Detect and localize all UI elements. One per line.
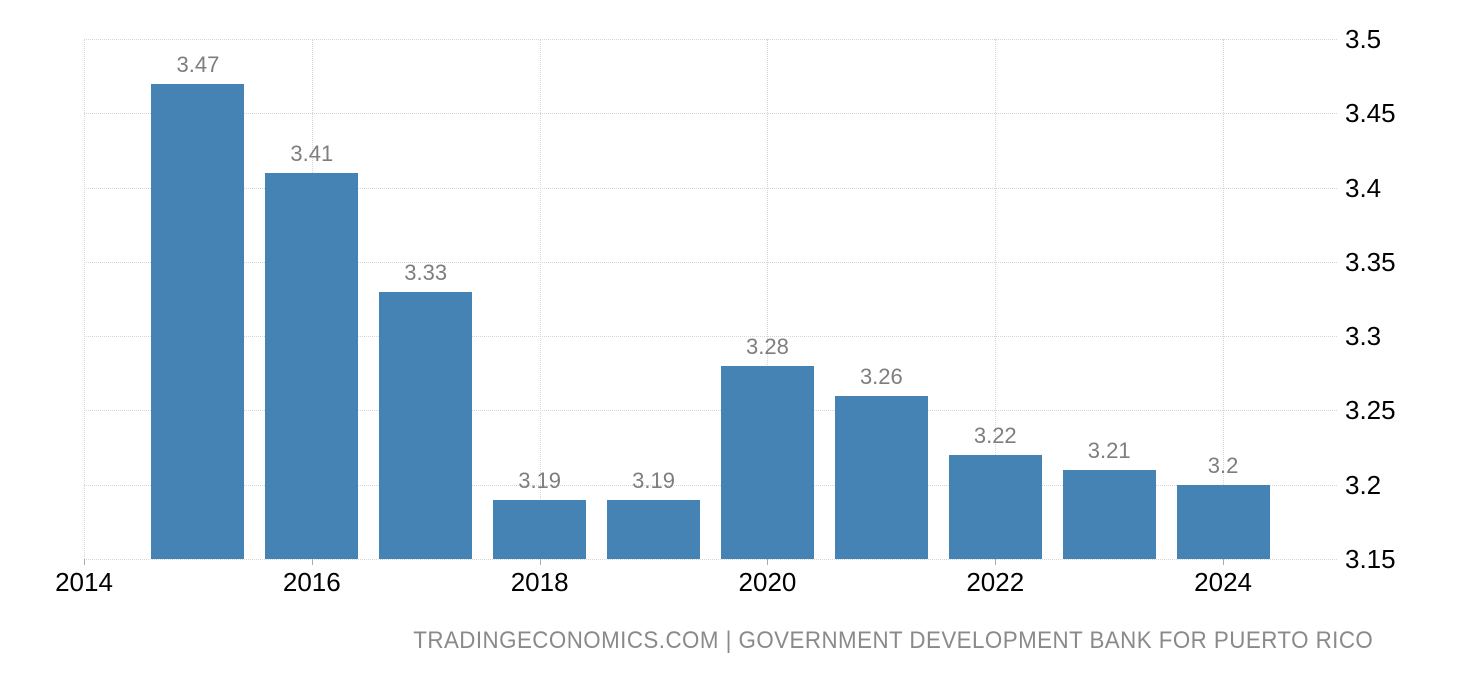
y-axis-tick-label: 3.15: [1345, 544, 1396, 574]
bar-2018[interactable]: [493, 499, 587, 559]
bar-2022[interactable]: [948, 455, 1042, 559]
x-axis-tick-label: 2022: [966, 567, 1025, 597]
gridline-horizontal: [84, 484, 1337, 486]
gridline-vertical: [995, 39, 997, 559]
gridline-vertical: [84, 39, 85, 559]
bar-value-label: 3.33: [404, 259, 448, 285]
x-axis-tick-mark: [1223, 559, 1225, 565]
x-axis-tick-label: 2018: [510, 567, 569, 597]
bar-value-label: 3.26: [859, 363, 903, 389]
gridline-vertical: [539, 39, 541, 559]
bar-2024[interactable]: [1176, 484, 1270, 559]
bar-value-label: 3.21: [1087, 437, 1131, 463]
bar-value-label: 3.47: [176, 51, 220, 77]
y-axis-tick-label: 3.3: [1345, 321, 1382, 352]
gridline-vertical: [1223, 39, 1225, 559]
source-attribution: TRADINGECONOMICS.COM | GOVERNMENT DEVELO…: [413, 627, 1373, 654]
y-axis-tick-label: 3.5: [1345, 24, 1382, 54]
bar-2020[interactable]: [720, 365, 814, 559]
x-axis-tick-mark: [84, 559, 85, 565]
x-axis-tick-mark: [311, 559, 313, 565]
y-axis-tick-label: 3.2: [1345, 469, 1382, 500]
plot-area: 3.47 3.41 3.33 3.19 3.19 3.28 3.26 3.22 3.21 3.2: [84, 39, 1337, 565]
y-axis-tick-label: 3.4: [1345, 172, 1382, 203]
x-axis-tick-label: 2016: [282, 567, 341, 597]
x-axis-tick-label: 2014: [55, 567, 113, 597]
bar-value-label: 3.28: [746, 333, 789, 359]
gridline-horizontal: [84, 39, 1337, 40]
y-axis-tick-label: 3.25: [1345, 395, 1396, 426]
gridline-horizontal: [84, 336, 1337, 338]
x-axis-tick-mark: [767, 559, 769, 565]
gridline-horizontal: [84, 187, 1337, 189]
gridline-vertical: [767, 39, 769, 559]
y-axis-tick-label: 3.35: [1345, 246, 1396, 277]
bar-2017[interactable]: [379, 291, 473, 559]
bar-2019[interactable]: [607, 499, 701, 559]
gridline-horizontal: [84, 113, 1337, 115]
bar-value-label: 3.19: [632, 467, 675, 493]
x-axis-tick-mark: [995, 559, 997, 565]
y-axis-tick-label: 3.45: [1345, 98, 1396, 129]
bar-value-label: 3.19: [518, 467, 562, 493]
bar-value-label: 3.41: [290, 140, 334, 166]
gridline-horizontal: [84, 559, 1337, 560]
gridline-horizontal: [84, 261, 1337, 263]
bar-2023[interactable]: [1062, 469, 1156, 559]
bar-value-label: 3.2: [1207, 452, 1239, 478]
x-axis-tick-mark: [539, 559, 541, 565]
bar-2021[interactable]: [834, 395, 928, 559]
x-axis-tick-label: 2024: [1194, 567, 1252, 597]
gridline-horizontal: [84, 410, 1337, 412]
bar-2016[interactable]: [265, 172, 359, 559]
x-axis-tick-label: 2020: [738, 567, 797, 597]
bar-value-label: 3.22: [973, 423, 1017, 448]
bar-2015[interactable]: [151, 83, 245, 559]
